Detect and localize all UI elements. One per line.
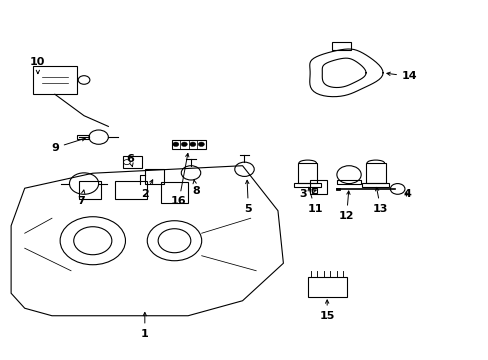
Text: 2: 2 (141, 180, 152, 199)
Text: 15: 15 (319, 300, 334, 321)
Text: 14: 14 (386, 71, 417, 81)
Bar (144, 169, 164, 184)
Text: 11: 11 (306, 187, 322, 213)
Bar (307, 277, 346, 297)
Bar (309, 180, 326, 194)
Text: 6: 6 (126, 154, 134, 167)
Bar (171, 140, 205, 149)
Bar (161, 182, 188, 203)
Text: 8: 8 (192, 180, 199, 196)
Bar (297, 163, 317, 183)
Circle shape (181, 142, 187, 147)
Text: 7: 7 (78, 190, 85, 206)
Text: 3: 3 (299, 189, 316, 199)
Bar (79, 181, 101, 199)
Bar (114, 181, 147, 199)
Text: 4: 4 (403, 189, 410, 199)
Circle shape (198, 142, 204, 147)
Bar (366, 163, 385, 183)
Bar (362, 183, 388, 187)
Bar (336, 180, 361, 184)
Text: 9: 9 (51, 138, 85, 153)
Text: 12: 12 (338, 191, 354, 221)
Text: 1: 1 (141, 312, 148, 339)
Text: 10: 10 (30, 57, 45, 73)
Circle shape (172, 142, 179, 147)
Bar (293, 183, 321, 187)
Bar (122, 156, 142, 168)
Text: 16: 16 (171, 153, 188, 206)
Text: 5: 5 (244, 180, 252, 213)
Text: 13: 13 (372, 187, 387, 213)
Bar (77, 135, 89, 139)
Bar (331, 42, 351, 50)
Circle shape (189, 142, 196, 147)
Bar (33, 66, 77, 94)
Bar (311, 188, 317, 193)
